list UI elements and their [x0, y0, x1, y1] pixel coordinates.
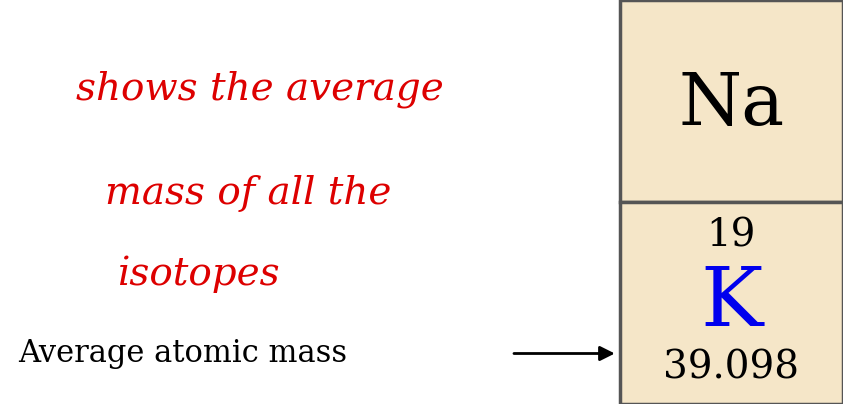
Text: Na: Na [679, 70, 784, 140]
Text: Average atomic mass: Average atomic mass [18, 338, 347, 369]
Text: mass of all the: mass of all the [105, 175, 391, 213]
Text: 39.098: 39.098 [663, 349, 799, 386]
Text: 19: 19 [706, 218, 756, 255]
Text: isotopes: isotopes [117, 256, 280, 293]
Bar [620, 202, 843, 404]
Bar [620, 0, 843, 202]
Text: K: K [701, 263, 762, 343]
Text: shows the average: shows the average [77, 70, 444, 107]
